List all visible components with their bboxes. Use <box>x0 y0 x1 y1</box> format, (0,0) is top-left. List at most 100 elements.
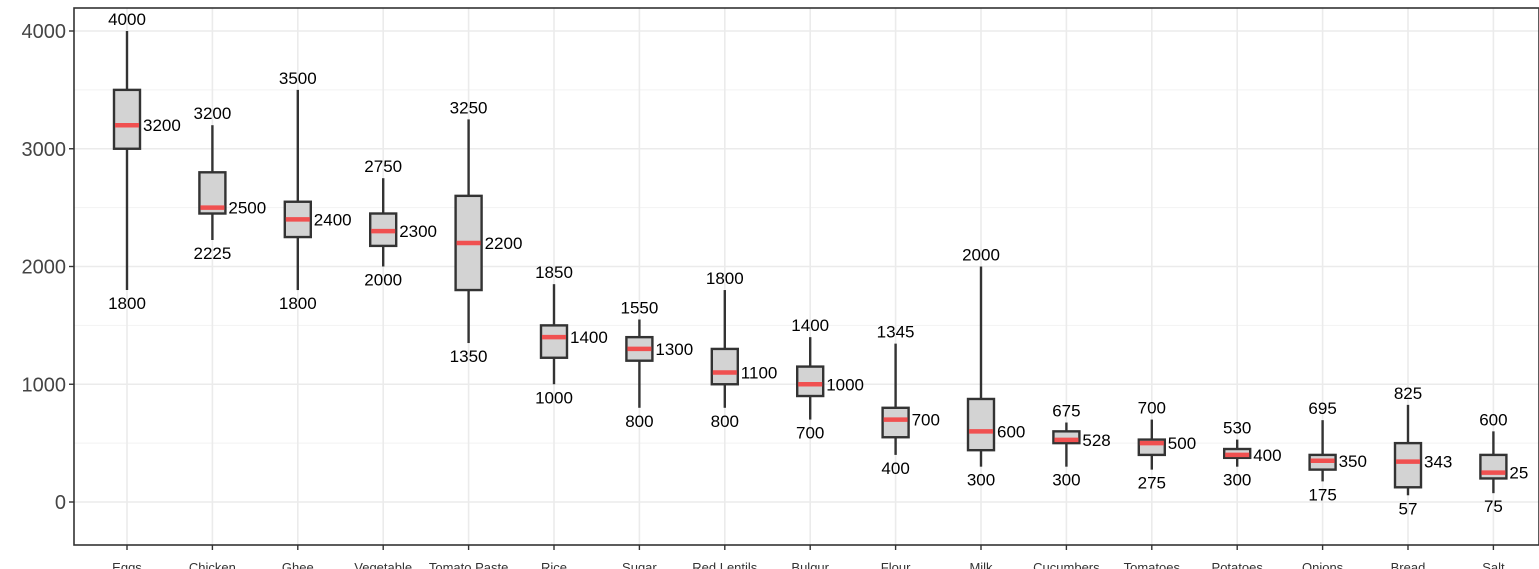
median-label: 343 <box>1424 453 1452 472</box>
min-label: 2000 <box>364 271 402 290</box>
iqr-box <box>966 397 996 452</box>
box-sugar: 1550 800 1300 <box>620 298 693 430</box>
box-bread: 825 57 343 <box>1393 384 1452 518</box>
x-tick-label-line1: Ghee <box>282 560 314 569</box>
box-red-lentils: 1800 800 1100 <box>706 269 777 431</box>
min-label: 275 <box>1138 474 1166 493</box>
box-milk: 2000 300 600 <box>962 246 1025 490</box>
median-label: 2400 <box>314 210 352 229</box>
box-bulgur: 1400 700 1000 <box>791 316 864 442</box>
median-label: 2300 <box>399 222 437 241</box>
iqr-box <box>710 347 739 386</box>
y-tick-label: 1000 <box>22 374 67 396</box>
x-tick-label-line1: Sugar <box>622 560 657 569</box>
box-ghee: 3500 1800 2400 <box>279 69 352 313</box>
min-label: 57 <box>1399 499 1418 518</box>
iqr-box <box>539 324 569 359</box>
min-label: 800 <box>711 412 739 431</box>
min-label: 75 <box>1484 497 1503 516</box>
max-label: 1345 <box>877 323 915 342</box>
box-salt: 600 75 25 <box>1479 410 1528 516</box>
x-tick-label-line1: Onions <box>1302 560 1344 569</box>
min-label: 2225 <box>193 244 231 263</box>
x-tick-label-line1: Cucumbers <box>1033 560 1100 569</box>
max-label: 530 <box>1223 419 1251 438</box>
x-tick-label-line1: Red Lentils <box>692 560 758 569</box>
max-label: 1550 <box>620 298 658 317</box>
min-label: 300 <box>1052 471 1080 490</box>
median-label: 25 <box>1509 464 1528 483</box>
min-label: 300 <box>1223 471 1251 490</box>
median-label: 700 <box>912 411 940 430</box>
iqr-box <box>1052 430 1081 445</box>
max-label: 2750 <box>364 157 402 176</box>
panel-border <box>73 7 1539 546</box>
box-vegetable: 2750 2000 2300 <box>364 157 437 289</box>
max-label: 1850 <box>535 263 573 282</box>
max-label: 3250 <box>450 98 488 117</box>
min-label: 1800 <box>108 294 146 313</box>
box-cucumbers: 675 300 528 <box>1052 402 1111 490</box>
x-tick-label-line1: Eggs <box>112 560 142 569</box>
median-label: 1400 <box>570 328 608 347</box>
min-label: 800 <box>625 412 653 431</box>
y-tick-label: 2000 <box>22 257 67 279</box>
x-tick-label-line1: Chicken <box>189 560 236 569</box>
max-label: 3500 <box>279 69 317 88</box>
min-label: 1350 <box>450 347 488 366</box>
max-label: 3200 <box>193 104 231 123</box>
min-label: 700 <box>796 424 824 443</box>
max-label: 2000 <box>962 246 1000 265</box>
x-tick-label-line1: Vegetable <box>354 560 412 569</box>
max-label: 600 <box>1479 410 1507 429</box>
max-label: 675 <box>1052 402 1080 421</box>
x-tick-label-line1: Tomato Paste <box>429 560 509 569</box>
median-label: 350 <box>1339 452 1367 471</box>
iqr-box <box>1393 441 1423 489</box>
min-label: 300 <box>967 471 995 490</box>
max-label: 695 <box>1308 399 1336 418</box>
median-label: 1000 <box>826 375 864 394</box>
median-label: 1300 <box>655 340 693 359</box>
max-label: 1800 <box>706 269 744 288</box>
plot-area: 4000 1800 3200 3200 2225 2500 3500 1800 2400 2750… <box>108 10 1528 518</box>
y-tick-label: 4000 <box>22 21 67 43</box>
max-label: 1400 <box>791 316 829 335</box>
panel-background <box>74 8 1539 545</box>
median-label: 600 <box>997 422 1025 441</box>
x-tick-label-line1: Bulgur <box>791 560 829 569</box>
box-eggs: 4000 1800 3200 <box>108 10 181 313</box>
iqr-box <box>796 365 825 398</box>
y-tick-label: 3000 <box>22 139 67 161</box>
box-tomato-paste: 3250 1350 2200 <box>450 98 523 366</box>
y-tick-label: 0 <box>55 492 66 514</box>
x-tick-label-line1: Milk <box>969 560 993 569</box>
box-chicken: 3200 2225 2500 <box>193 104 266 263</box>
min-label: 400 <box>881 459 909 478</box>
x-tick-label-line1: Salt <box>1482 560 1505 569</box>
median-label: 3200 <box>143 116 181 135</box>
median-label: 1100 <box>741 363 778 382</box>
max-label: 700 <box>1138 399 1166 418</box>
box-flour: 1345 400 700 <box>877 323 940 478</box>
x-tick-label-line1: Tomatoes <box>1124 560 1181 569</box>
x-tick-label-line1: Rice <box>541 560 567 569</box>
iqr-box <box>1479 453 1508 480</box>
median-label: 500 <box>1168 434 1196 453</box>
median-label: 2500 <box>228 199 266 218</box>
min-label: 1000 <box>535 388 573 407</box>
iqr-box <box>881 406 910 439</box>
min-label: 1800 <box>279 294 317 313</box>
iqr-box <box>112 88 142 150</box>
box-rice: 1850 1000 1400 <box>535 263 608 407</box>
median-label: 2200 <box>485 234 523 253</box>
max-label: 825 <box>1394 384 1422 403</box>
median-label: 528 <box>1082 431 1110 450</box>
median-label: 400 <box>1253 446 1281 465</box>
x-tick-label-line1: Bread <box>1391 560 1426 569</box>
x-tick-label-line1: Potatoes <box>1212 560 1264 569</box>
